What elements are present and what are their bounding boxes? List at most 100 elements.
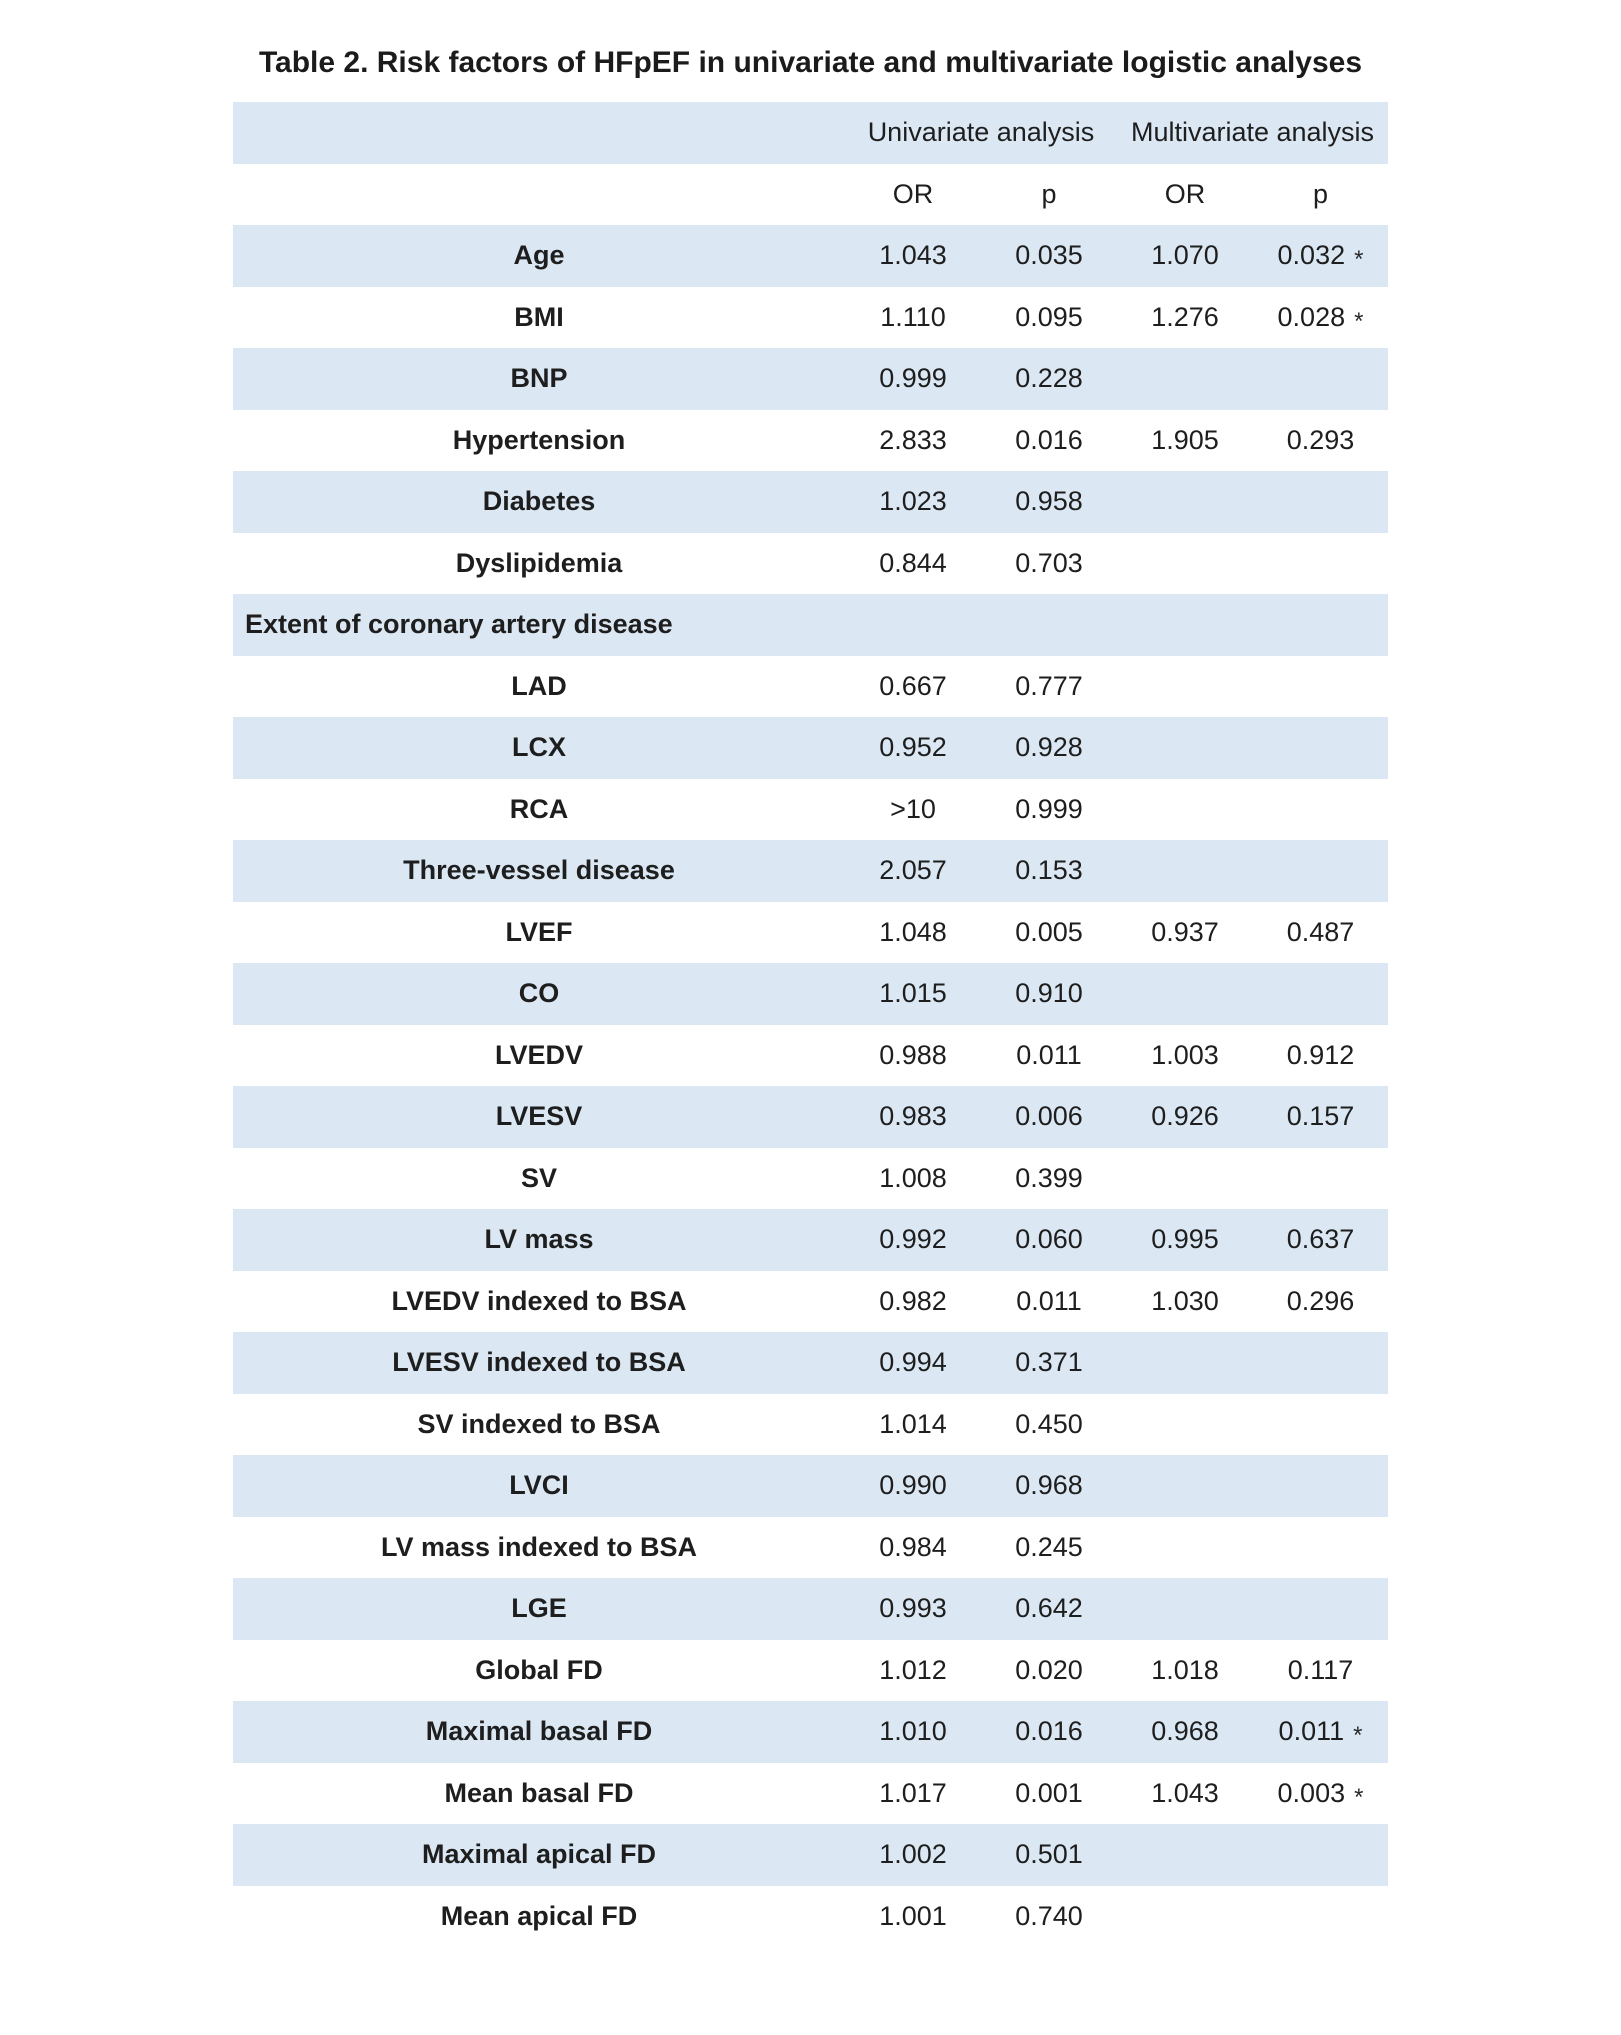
p-univariate: 0.016: [1015, 1716, 1083, 1747]
table-body: Age 1.043 0.035 1.070 0.032 * BMI 1.110 0…: [233, 225, 1388, 1947]
p-univariate: 0.642: [1015, 1593, 1083, 1624]
p-univariate-header: p: [1041, 178, 1057, 209]
p-univariate: 0.020: [1015, 1654, 1083, 1685]
or-univariate: 0.992: [879, 1224, 947, 1255]
row-label: Maximal apical FD: [421, 1839, 657, 1870]
significance-marker: *: [1354, 1783, 1364, 1811]
or-univariate: 0.994: [879, 1347, 947, 1378]
or-multivariate: 0.968: [1151, 1716, 1219, 1747]
or-univariate: 0.952: [879, 732, 947, 763]
p-multivariate: 0.117: [1287, 1654, 1354, 1685]
table-row: Maximal basal FD 1.010 0.016 0.968 0.011…: [233, 1701, 1388, 1763]
row-label: Mean apical FD: [440, 1900, 638, 1931]
p-multivariate: 0.011 *: [1278, 1716, 1363, 1750]
p-univariate: 0.095: [1015, 301, 1083, 332]
or-univariate: 1.048: [879, 916, 947, 947]
table-row: Mean basal FD 1.017 0.001 1.043 0.003 *: [233, 1763, 1388, 1825]
univariate-analysis-header: Univariate analysis: [867, 117, 1095, 148]
p-univariate: 0.006: [1015, 1101, 1083, 1132]
or-univariate: 0.983: [879, 1101, 947, 1132]
table-row: SV indexed to BSA 1.014 0.450: [233, 1394, 1388, 1456]
row-label: Mean basal FD: [444, 1777, 634, 1808]
p-univariate: 0.016: [1015, 424, 1083, 455]
table-row: CO 1.015 0.910: [233, 963, 1388, 1025]
or-univariate: 1.023: [879, 486, 947, 517]
p-univariate: 0.501: [1015, 1839, 1083, 1870]
p-univariate: 0.153: [1015, 855, 1083, 886]
row-label: RCA: [509, 793, 569, 824]
or-univariate: 1.015: [879, 978, 947, 1009]
row-label: CO: [518, 978, 560, 1009]
or-univariate: 0.984: [879, 1531, 947, 1562]
p-univariate: 0.928: [1015, 732, 1083, 763]
row-label: LAD: [511, 670, 567, 701]
row-label: Maximal basal FD: [425, 1716, 653, 1747]
row-label: SV: [520, 1162, 558, 1193]
row-label: SV indexed to BSA: [417, 1408, 661, 1439]
table-row: BNP 0.999 0.228: [233, 348, 1388, 410]
row-label: LVCI: [509, 1470, 569, 1501]
row-label: LV mass indexed to BSA: [380, 1531, 698, 1562]
or-multivariate: 0.995: [1151, 1224, 1219, 1255]
or-univariate: 1.110: [880, 301, 946, 332]
or-multivariate: 1.905: [1151, 424, 1219, 455]
row-label: Three-vessel disease: [403, 855, 675, 886]
row-label: BMI: [514, 301, 564, 332]
row-label: Hypertension: [452, 424, 626, 455]
or-univariate: 1.017: [879, 1777, 947, 1808]
p-univariate: 0.740: [1015, 1900, 1083, 1931]
or-univariate: 0.844: [879, 547, 947, 578]
table-row: LVESV 0.983 0.006 0.926 0.157: [233, 1086, 1388, 1148]
or-univariate: 0.988: [879, 1039, 947, 1070]
table-row: LV mass indexed to BSA 0.984 0.245: [233, 1517, 1388, 1579]
p-univariate: 0.005: [1015, 916, 1083, 947]
table-subheader-row: OR p OR p: [233, 164, 1388, 226]
or-univariate: >10: [890, 793, 936, 824]
row-label: Diabetes: [482, 486, 596, 517]
table-row: Diabetes 1.023 0.958: [233, 471, 1388, 533]
p-multivariate: 0.637: [1286, 1224, 1355, 1255]
or-univariate: 2.833: [879, 424, 947, 455]
or-multivariate: 1.043: [1151, 1777, 1219, 1808]
p-univariate: 0.703: [1015, 547, 1083, 578]
table-title: Table 2. Risk factors of HFpEF in univar…: [258, 46, 1363, 79]
table-row: Global FD 1.012 0.020 1.018 0.117: [233, 1640, 1388, 1702]
p-univariate: 0.011: [1016, 1285, 1082, 1316]
row-label: LV mass: [484, 1224, 594, 1255]
p-multivariate: 0.912: [1286, 1039, 1355, 1070]
table-row: LV mass 0.992 0.060 0.995 0.637: [233, 1209, 1388, 1271]
p-multivariate: 0.293: [1286, 424, 1355, 455]
p-univariate: 0.958: [1015, 486, 1083, 517]
or-univariate: 1.014: [879, 1408, 947, 1439]
or-univariate-header: OR: [892, 178, 934, 209]
table-row: Hypertension 2.833 0.016 1.905 0.293: [233, 410, 1388, 472]
p-univariate: 0.968: [1015, 1470, 1083, 1501]
significance-marker: *: [1354, 246, 1364, 274]
p-multivariate: 0.003 *: [1277, 1777, 1364, 1811]
or-univariate: 0.667: [879, 670, 947, 701]
or-multivariate-header: OR: [1164, 178, 1206, 209]
or-univariate: 1.002: [879, 1839, 947, 1870]
or-multivariate: 1.276: [1151, 301, 1219, 332]
or-multivariate: 1.003: [1151, 1039, 1219, 1070]
table-row: RCA >10 0.999: [233, 779, 1388, 841]
p-univariate: 0.001: [1015, 1777, 1083, 1808]
row-label: LCX: [512, 732, 566, 763]
or-multivariate: 0.937: [1151, 916, 1219, 947]
or-univariate: 0.982: [879, 1285, 947, 1316]
p-univariate: 0.450: [1015, 1408, 1083, 1439]
p-univariate: 0.060: [1015, 1224, 1083, 1255]
p-multivariate-header: p: [1312, 178, 1329, 209]
p-univariate: 0.011: [1016, 1039, 1082, 1070]
p-multivariate: 0.032 *: [1277, 240, 1364, 274]
p-univariate: 0.910: [1015, 978, 1083, 1009]
p-univariate: 0.228: [1015, 363, 1083, 394]
p-univariate: 0.371: [1015, 1347, 1083, 1378]
or-univariate: 1.010: [879, 1716, 947, 1747]
or-univariate: 0.999: [879, 363, 947, 394]
table-row: LVEF 1.048 0.005 0.937 0.487: [233, 902, 1388, 964]
p-univariate: 0.399: [1015, 1162, 1083, 1193]
table-row: SV 1.008 0.399: [233, 1148, 1388, 1210]
or-univariate: 0.990: [879, 1470, 947, 1501]
